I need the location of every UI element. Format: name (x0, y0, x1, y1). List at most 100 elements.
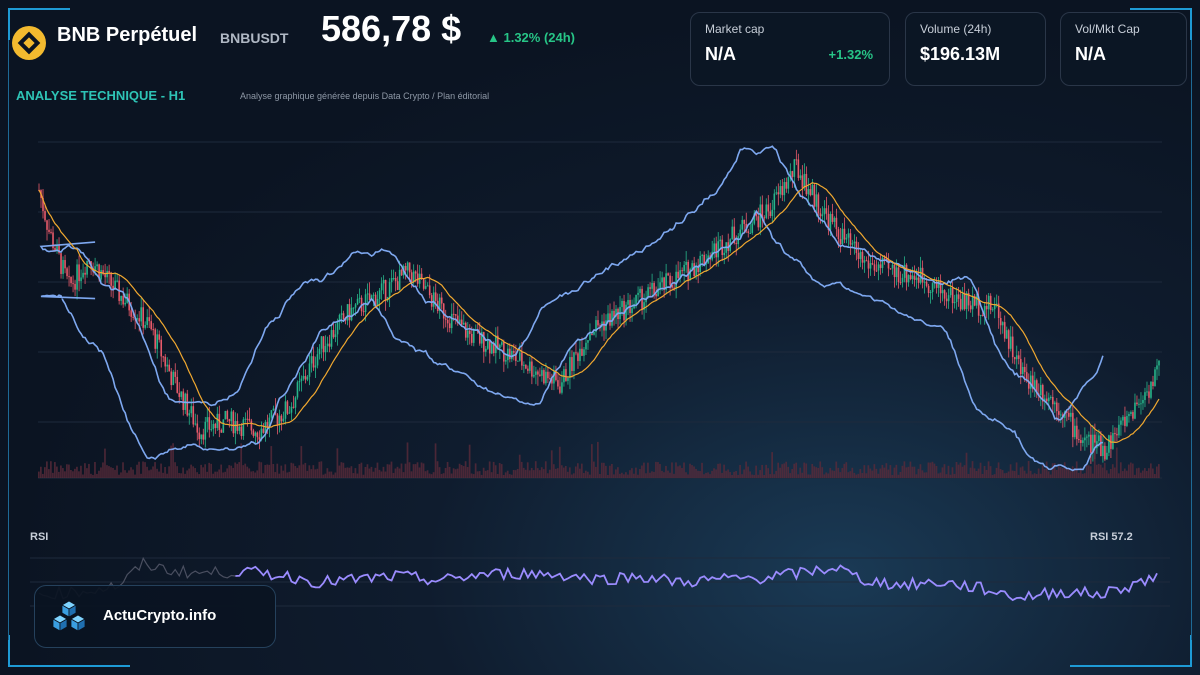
candle-body (613, 310, 615, 317)
stat-value: N/A (1075, 44, 1106, 64)
candle-body (771, 209, 774, 217)
candle-body (591, 333, 593, 335)
volume-bar (875, 468, 878, 478)
candle-body (154, 329, 157, 349)
volume-bar (859, 469, 862, 478)
candle-body (681, 270, 683, 272)
candle-body (254, 432, 257, 436)
volume-bar (941, 467, 944, 478)
volume-bar (1095, 464, 1098, 478)
volume-bar (981, 473, 984, 478)
candle-body (314, 365, 317, 368)
volume-bar (753, 474, 755, 478)
candle-body (955, 294, 958, 302)
stat-label: Volume (24h) (920, 22, 992, 36)
candle-body (621, 300, 623, 307)
volume-bar (400, 463, 403, 478)
volume-bar (907, 466, 910, 478)
candle-body (643, 302, 645, 310)
volume-bar (580, 463, 583, 478)
candle-body (348, 304, 351, 321)
candle-body (957, 294, 960, 299)
volume-bar (891, 474, 894, 478)
volume-bar (266, 464, 269, 478)
volume-bar (158, 471, 160, 478)
brand-badge[interactable]: ActuCrypto.info (34, 585, 276, 648)
candle-body (535, 371, 537, 375)
candle-body (513, 350, 515, 353)
volume-bar (799, 467, 802, 478)
candle-body (1076, 425, 1078, 440)
volume-bar (96, 473, 98, 478)
volume-bar (663, 472, 665, 478)
volume-bar (625, 472, 627, 478)
volume-bar (803, 462, 806, 478)
stat-vol-mkt-cap: Vol/Mkt Cap N/A (1060, 12, 1187, 86)
volume-bar (811, 463, 814, 478)
candle-body (266, 422, 269, 428)
volume-bar (346, 467, 349, 478)
volume-bar (404, 463, 407, 478)
volume-bar (72, 471, 74, 478)
candle-body (344, 319, 347, 321)
candle-body (821, 214, 824, 217)
volume-bar (1151, 468, 1154, 478)
volume-bar (122, 462, 124, 478)
volume-bar (318, 461, 321, 478)
volume-bar (576, 463, 579, 478)
volume-bar (104, 448, 106, 478)
volume-bar (771, 452, 774, 478)
candle-body (1154, 369, 1156, 387)
volume-bar (797, 474, 800, 478)
volume-bar (705, 472, 707, 478)
volume-bar (462, 466, 465, 478)
candle-body (1019, 358, 1022, 375)
volume-bar (925, 472, 928, 478)
candle-body (991, 309, 994, 311)
candle-body (565, 369, 567, 381)
candle-body (949, 287, 952, 296)
candle-body (252, 430, 255, 436)
volume-bar (542, 469, 545, 478)
stat-label: Market cap (705, 22, 765, 36)
stat-value: N/A (705, 44, 736, 64)
candle-body (573, 352, 575, 371)
volume-bar (627, 474, 629, 478)
candle-body (124, 302, 126, 305)
candle-body (1116, 433, 1118, 436)
candle-body (819, 213, 822, 217)
candle-body (44, 211, 46, 221)
volume-bar (1037, 468, 1040, 478)
current-price: 586,78 $ (321, 8, 462, 49)
volume-bar (286, 472, 289, 478)
stat-label: Vol/Mkt Cap (1075, 22, 1140, 36)
candle-body (861, 251, 864, 263)
candle-body (635, 294, 637, 305)
candle-body (362, 311, 365, 313)
volume-bar (903, 461, 906, 478)
candle-body (1150, 381, 1152, 398)
volume-bar (328, 471, 331, 478)
candle-body (969, 305, 972, 310)
candle-body (1029, 375, 1032, 389)
volume-bar (729, 472, 731, 478)
candle-body (170, 371, 173, 386)
volume-bar (538, 470, 541, 478)
volume-bar (490, 472, 493, 478)
candle-body (444, 318, 447, 320)
candle-body (66, 268, 68, 277)
candle-body (232, 411, 235, 434)
candle-body (412, 271, 415, 282)
candle-body (515, 352, 517, 362)
volume-bar (190, 464, 192, 478)
candle-body (374, 294, 377, 307)
candle-body (414, 271, 417, 274)
volume-bar (865, 473, 868, 478)
candle-body (705, 263, 707, 265)
volume-bar (578, 468, 581, 478)
volume-bar (276, 463, 279, 478)
volume-bar (793, 463, 796, 478)
volume-bar (1115, 447, 1118, 478)
volume-bar (1113, 467, 1116, 478)
candle-body (853, 241, 856, 244)
